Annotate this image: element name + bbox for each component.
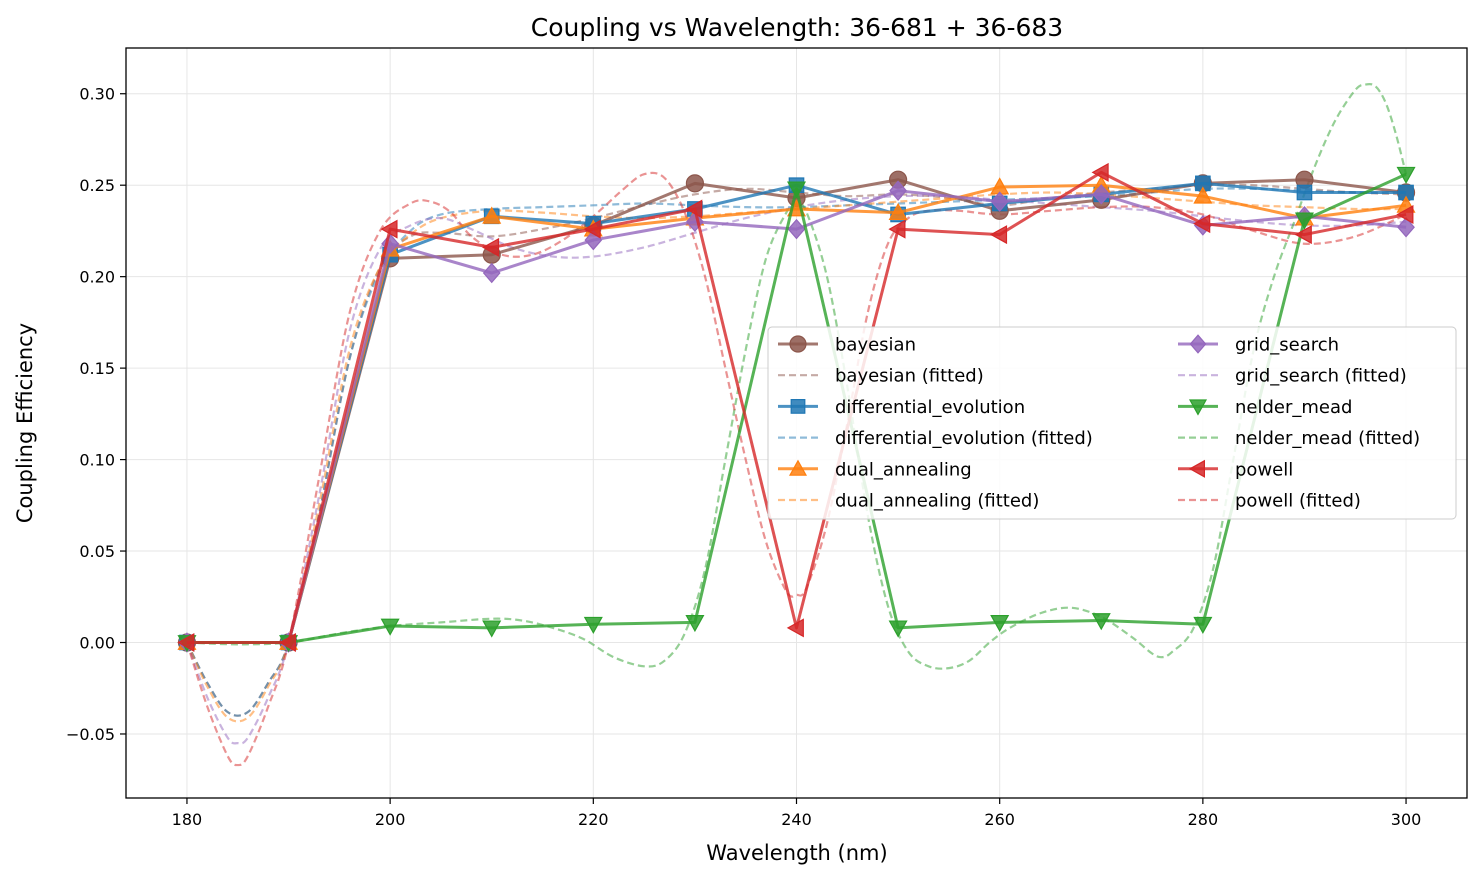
y-tick-label: 0.05 xyxy=(79,542,115,561)
y-tick-label: 0.10 xyxy=(79,451,115,470)
data-point-nelder_mead xyxy=(1396,166,1416,184)
data-point-powell xyxy=(989,225,1008,245)
y-tick-label: 0.15 xyxy=(79,359,115,378)
x-tick-label: 240 xyxy=(781,810,812,829)
legend: bayesian bayesian (fitted) differential_ev… xyxy=(767,326,1457,520)
legend-marker-grid_search xyxy=(1189,334,1207,354)
series-fitted-nelder_mead xyxy=(186,82,1408,670)
data-point-powell xyxy=(481,237,500,257)
data-point-nelder_mead xyxy=(1294,212,1314,230)
data-point-dual_annealing xyxy=(482,206,502,224)
data-point-powell xyxy=(583,219,601,239)
legend-label-fitted-differential_evolution: differential_evolution (fitted) xyxy=(835,428,1093,449)
data-point-powell xyxy=(1294,225,1312,245)
x-axis-label: Wavelength (nm) xyxy=(706,841,887,865)
x-tick-label: 300 xyxy=(1391,810,1422,829)
legend-box xyxy=(767,326,1457,520)
data-point-nelder_mead xyxy=(990,614,1010,633)
data-point-grid_search xyxy=(889,180,907,201)
y-tick-label: 0.25 xyxy=(79,176,115,195)
legend-marker-differential_evolution xyxy=(790,399,806,414)
data-point-nelder_mead xyxy=(786,181,807,199)
x-tick-label: 280 xyxy=(1188,810,1219,829)
data-point-grid_search xyxy=(990,191,1009,212)
legend-label-bayesian: bayesian xyxy=(835,335,916,356)
data-point-grid_search xyxy=(482,262,501,284)
data-point-nelder_mead xyxy=(583,616,603,634)
data-point-nelder_mead xyxy=(685,614,705,633)
legend-label-fitted-grid_search: grid_search (fitted) xyxy=(1235,366,1407,387)
data-point-nelder_mead xyxy=(1193,616,1213,634)
legend-label-fitted-powell: powell (fitted) xyxy=(1235,491,1361,512)
legend-label-fitted-dual_annealing: dual_annealing (fitted) xyxy=(835,491,1039,512)
data-point-dual_annealing xyxy=(888,202,908,221)
plot-area xyxy=(177,82,1416,767)
data-point-grid_search xyxy=(1092,184,1111,205)
x-tick-label: 180 xyxy=(172,810,203,829)
data-point-powell xyxy=(1193,214,1211,234)
data-point-powell xyxy=(888,219,906,239)
chart-title: Coupling vs Wavelength: 36-681 + 36-683 xyxy=(531,13,1063,42)
data-point-nelder_mead xyxy=(1091,613,1111,631)
data-point-grid_search xyxy=(787,218,806,240)
y-tick-label: 0.30 xyxy=(79,85,115,104)
x-tick-label: 260 xyxy=(984,810,1015,829)
data-point-powell xyxy=(1091,162,1109,182)
y-axis-label: Coupling Efficiency xyxy=(13,323,37,523)
legend-label-fitted-nelder_mead: nelder_mead (fitted) xyxy=(1235,428,1420,449)
data-point-grid_search xyxy=(1397,217,1415,238)
legend-label-powell: powell xyxy=(1235,459,1293,480)
data-point-differential_evolution xyxy=(1296,184,1313,201)
data-point-nelder_mead xyxy=(888,620,908,638)
data-point-nelder_mead xyxy=(380,618,400,636)
legend-marker-nelder_mead xyxy=(1188,399,1208,416)
data-point-nelder_mead xyxy=(482,620,502,638)
data-point-powell xyxy=(278,632,296,653)
legend-label-grid_search: grid_search xyxy=(1235,335,1339,356)
data-point-powell xyxy=(380,219,398,239)
data-point-powell xyxy=(177,632,195,653)
data-point-powell xyxy=(786,618,804,638)
data-point-bayesian xyxy=(685,174,705,193)
y-tick-label: −0.05 xyxy=(66,725,115,744)
legend-marker-bayesian xyxy=(789,335,807,353)
y-tick-label: 0.20 xyxy=(79,268,115,287)
series-fitted-grid_search xyxy=(185,194,1407,745)
axis-ticks: 180 200 220 240 260 280 300 −0.05 0.00 0.05 0.10 0.… xyxy=(66,85,1421,829)
y-tick-label: 0.00 xyxy=(79,634,115,653)
x-tick-label: 200 xyxy=(375,810,406,829)
legend-label-nelder_mead: nelder_mead xyxy=(1235,397,1352,418)
data-point-dual_annealing xyxy=(1193,186,1213,204)
legend-label-fitted-bayesian: bayesian (fitted) xyxy=(835,366,984,387)
legend-label-dual_annealing: dual_annealing xyxy=(835,459,972,480)
data-point-powell xyxy=(685,199,703,219)
legend-marker-dual_annealing xyxy=(788,459,808,476)
legend-label-differential_evolution: differential_evolution xyxy=(835,397,1025,418)
data-point-powell xyxy=(1396,204,1414,224)
x-tick-label: 220 xyxy=(578,810,609,829)
legend-marker-powell xyxy=(1188,459,1206,478)
